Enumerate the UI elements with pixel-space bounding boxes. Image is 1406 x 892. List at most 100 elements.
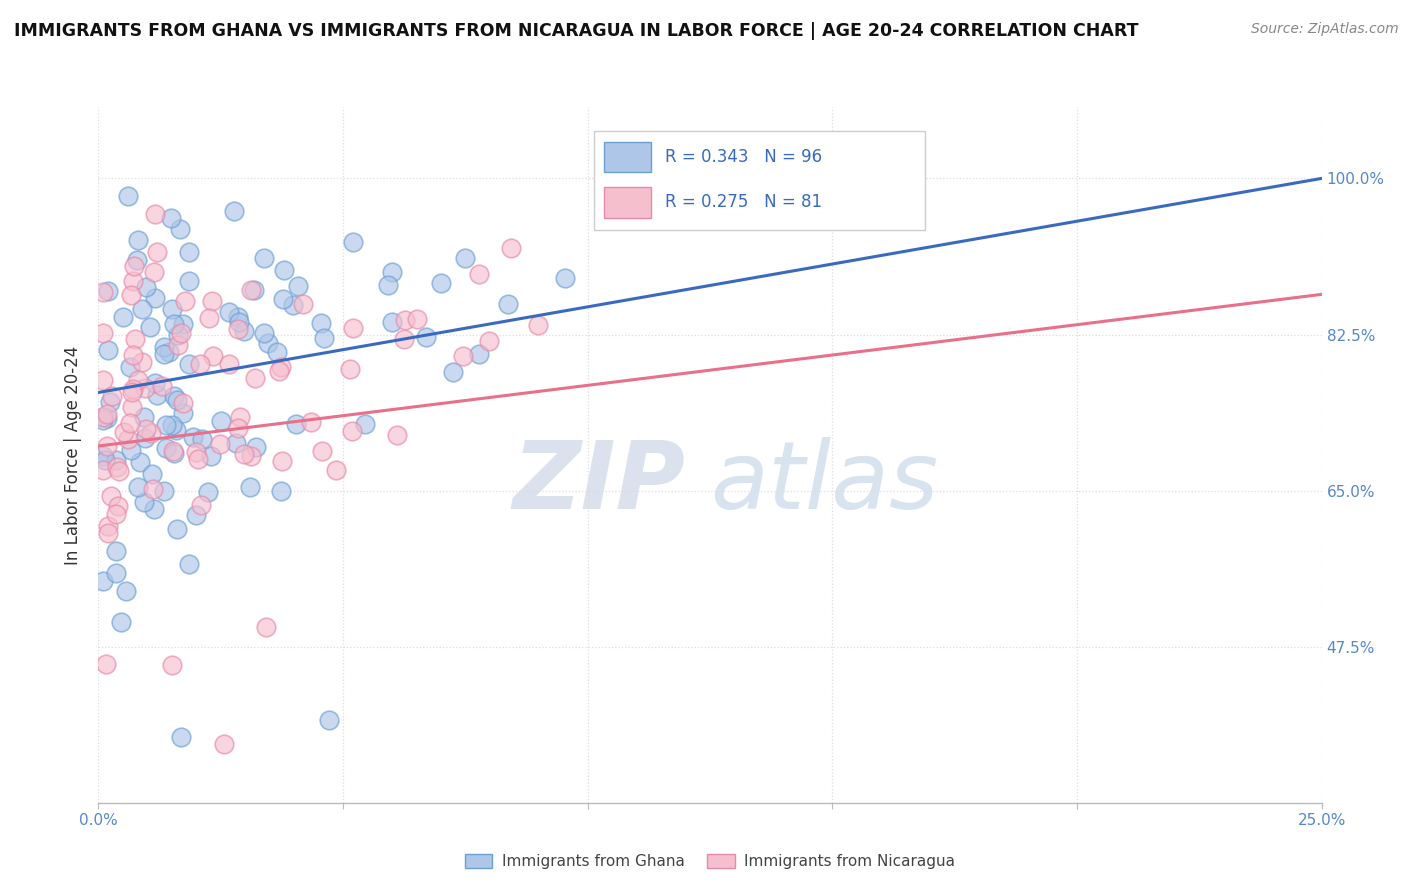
Point <box>299 415 322 429</box>
Point <box>97 519 120 533</box>
Point <box>94 453 117 467</box>
Point <box>117 188 139 202</box>
Point <box>226 420 249 434</box>
Point <box>266 345 288 359</box>
Text: Source: ZipAtlas.com: Source: ZipAtlas.com <box>1251 22 1399 37</box>
Point <box>229 410 252 425</box>
Point <box>155 417 177 432</box>
Legend: Immigrants from Ghana, Immigrants from Nicaragua: Immigrants from Ghana, Immigrants from N… <box>458 847 962 875</box>
Point <box>177 358 200 372</box>
Text: atlas: atlas <box>710 437 938 528</box>
Point <box>141 467 163 481</box>
Point <box>184 444 207 458</box>
Point <box>118 416 141 430</box>
Point <box>498 296 520 310</box>
Point <box>143 502 166 516</box>
Point <box>342 321 364 335</box>
Point <box>170 326 193 340</box>
Point <box>184 508 207 522</box>
Point <box>441 365 464 379</box>
Point <box>166 523 188 537</box>
Point <box>340 425 363 439</box>
Point <box>142 265 165 279</box>
Point <box>121 382 143 396</box>
Point <box>177 245 200 260</box>
Point <box>105 544 128 558</box>
Point <box>162 444 184 458</box>
Point <box>271 454 294 468</box>
Point <box>600 194 623 209</box>
Point <box>125 253 148 268</box>
Point <box>97 343 120 357</box>
Point <box>269 364 291 378</box>
Point <box>226 310 249 325</box>
Y-axis label: In Labor Force | Age 20-24: In Labor Force | Age 20-24 <box>65 345 83 565</box>
Point <box>271 292 294 306</box>
Point <box>157 345 180 359</box>
Point <box>174 293 197 308</box>
Point <box>381 265 404 279</box>
Point <box>429 276 451 290</box>
Point <box>101 389 124 403</box>
Point <box>127 233 149 247</box>
Point <box>135 422 157 436</box>
Point <box>96 410 118 425</box>
Point <box>117 432 139 446</box>
Point <box>318 713 340 727</box>
Point <box>454 251 477 265</box>
Text: IMMIGRANTS FROM GHANA VS IMMIGRANTS FROM NICARAGUA IN LABOR FORCE | AGE 20-24 CO: IMMIGRANTS FROM GHANA VS IMMIGRANTS FROM… <box>14 22 1139 40</box>
Point <box>257 336 280 351</box>
Point <box>451 349 474 363</box>
Point <box>394 313 416 327</box>
Point <box>91 574 114 588</box>
Point <box>284 417 307 431</box>
Point <box>172 396 194 410</box>
Point <box>163 318 186 332</box>
Point <box>468 268 491 282</box>
Point <box>160 418 183 433</box>
Point <box>91 410 114 425</box>
Point <box>208 437 231 451</box>
Point <box>243 283 266 297</box>
Point <box>212 738 235 752</box>
Point <box>501 241 523 255</box>
Point <box>134 431 156 445</box>
Point <box>163 446 186 460</box>
Point <box>110 615 132 629</box>
Point <box>309 316 332 330</box>
Point <box>107 499 129 513</box>
Point <box>98 394 121 409</box>
Point <box>165 424 187 438</box>
Point <box>387 428 409 442</box>
Point <box>270 484 292 499</box>
Point <box>211 414 233 428</box>
Point <box>478 334 501 348</box>
Point <box>162 389 184 403</box>
Point <box>172 317 194 331</box>
Point <box>415 330 437 344</box>
Point <box>121 401 143 415</box>
Point <box>111 310 134 324</box>
Point <box>339 362 361 376</box>
Point <box>172 406 194 420</box>
Point <box>177 274 200 288</box>
Point <box>145 207 167 221</box>
Point <box>188 357 211 371</box>
Point <box>166 328 188 343</box>
Point <box>115 583 138 598</box>
Point <box>162 657 184 672</box>
Point <box>200 450 222 464</box>
Point <box>135 279 157 293</box>
Point <box>142 482 165 496</box>
Point <box>311 444 333 458</box>
Point <box>218 304 240 318</box>
Point <box>122 348 145 362</box>
Point <box>197 485 219 500</box>
Point <box>122 274 145 288</box>
Point <box>181 430 204 444</box>
Point <box>354 417 377 432</box>
Point <box>253 252 276 266</box>
Point <box>131 301 153 316</box>
Point <box>104 566 127 581</box>
Point <box>146 388 169 402</box>
